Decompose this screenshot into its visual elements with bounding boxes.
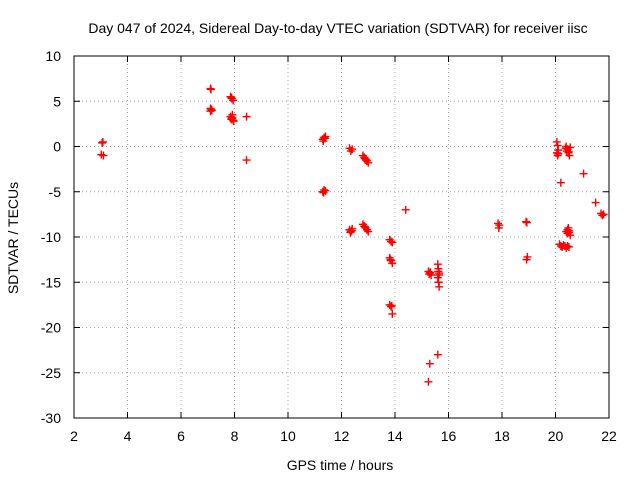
data-point-marker: [556, 178, 565, 187]
x-tick-label: 6: [177, 428, 185, 444]
data-point-marker: [495, 221, 504, 230]
data-point-marker: [321, 186, 330, 195]
data-point-marker: [564, 147, 573, 156]
data-point-marker: [242, 156, 251, 165]
data-point-marker: [386, 302, 395, 311]
data-point-marker: [401, 205, 410, 214]
data-point-marker: [554, 149, 563, 158]
y-tick-label: -15: [41, 274, 61, 290]
data-point-marker: [348, 145, 357, 154]
data-point-marker: [387, 301, 396, 310]
data-point-marker: [207, 105, 216, 114]
data-point-marker: [386, 255, 395, 264]
data-point-marker: [362, 156, 371, 165]
data-points: [97, 84, 608, 386]
data-point-marker: [364, 227, 373, 236]
data-point-marker: [348, 224, 357, 233]
data-point-marker: [228, 113, 237, 122]
y-tick-label: -5: [49, 184, 62, 200]
x-tick-label: 16: [441, 428, 457, 444]
data-point-marker: [98, 137, 107, 146]
data-point-marker: [206, 85, 215, 94]
x-axis-label: GPS time / hours: [287, 457, 394, 473]
data-point-marker: [522, 255, 531, 264]
data-point-marker: [346, 147, 355, 156]
x-tick-label: 8: [231, 428, 239, 444]
x-tick-label: 22: [601, 428, 617, 444]
data-point-marker: [564, 223, 573, 232]
y-axis-label: SDTVAR / TECUs: [5, 182, 21, 294]
data-point-marker: [563, 242, 572, 251]
data-point-marker: [206, 107, 215, 116]
x-tick-label: 10: [280, 428, 296, 444]
data-point-marker: [319, 188, 328, 197]
x-tick-label: 14: [387, 428, 403, 444]
data-point-marker: [493, 219, 502, 228]
y-tick-label: 5: [53, 93, 61, 109]
y-tick-label: -30: [41, 410, 61, 426]
axis-ticks: 2 4 6 8 10 12 14 16 18 20 22 10 5 0 -5 -10 -15 -20 -25 -30: [41, 48, 617, 444]
data-point-marker: [388, 309, 397, 318]
data-point-marker: [579, 169, 588, 178]
data-point-marker: [591, 198, 600, 207]
data-point-marker: [566, 143, 575, 152]
x-tick-label: 4: [124, 428, 132, 444]
data-point-marker: [433, 350, 442, 359]
data-point-marker: [388, 238, 397, 247]
data-point-marker: [564, 242, 573, 251]
y-tick-label: 0: [53, 139, 61, 155]
x-tick-label: 12: [334, 428, 350, 444]
data-point-marker: [386, 237, 395, 246]
data-point-marker: [599, 210, 608, 219]
data-point-marker: [227, 93, 236, 102]
data-point-marker: [434, 271, 443, 280]
data-point-marker: [388, 259, 397, 268]
data-point-marker: [426, 268, 435, 277]
data-point-marker: [99, 151, 108, 160]
data-point-marker: [98, 138, 107, 147]
x-tick-label: 20: [548, 428, 564, 444]
data-point-marker: [229, 117, 238, 126]
data-point-marker: [320, 134, 329, 143]
data-point-marker: [552, 137, 561, 146]
x-tick-label: 18: [494, 428, 510, 444]
data-point-marker: [360, 154, 369, 163]
data-point-marker: [435, 282, 444, 291]
data-point-marker: [424, 377, 433, 386]
y-tick-label: -20: [41, 320, 61, 336]
y-tick-label: -25: [41, 365, 61, 381]
y-tick-label: -10: [41, 229, 61, 245]
data-point-marker: [425, 359, 434, 368]
data-point-marker: [522, 217, 531, 226]
grid-lines: [74, 56, 609, 418]
data-point-marker: [522, 218, 531, 227]
y-tick-label: 10: [45, 48, 61, 64]
data-point-marker: [598, 211, 607, 220]
chart-title: Day 047 of 2024, Sidereal Day-to-day VTE…: [88, 20, 587, 36]
x-tick-label: 2: [70, 428, 78, 444]
data-point-marker: [425, 270, 434, 279]
data-point-marker: [320, 133, 329, 142]
data-point-marker: [242, 112, 251, 121]
data-point-marker: [361, 223, 370, 232]
